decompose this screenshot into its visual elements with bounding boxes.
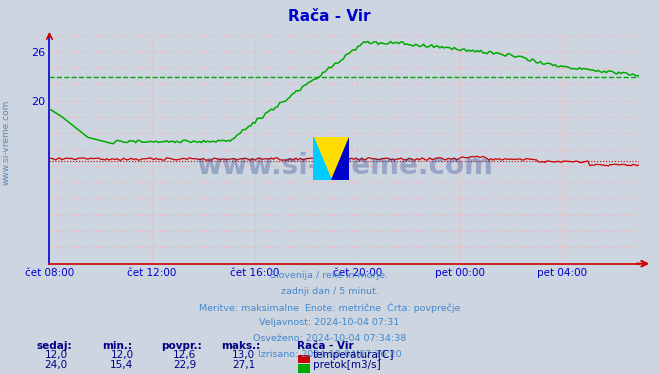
Polygon shape: [313, 137, 331, 180]
Text: Rača - Vir: Rača - Vir: [288, 9, 371, 24]
Text: 12,6: 12,6: [173, 350, 196, 360]
Text: www.si-vreme.com: www.si-vreme.com: [2, 99, 11, 185]
Text: 12,0: 12,0: [110, 350, 134, 360]
Text: pretok[m3/s]: pretok[m3/s]: [313, 360, 381, 370]
Text: Meritve: maksimalne  Enote: metrične  Črta: povprečje: Meritve: maksimalne Enote: metrične Črta…: [199, 303, 460, 313]
Text: Slovenija / reke in morje.: Slovenija / reke in morje.: [270, 271, 389, 280]
Text: 12,0: 12,0: [44, 350, 68, 360]
Text: 15,4: 15,4: [110, 360, 134, 370]
Text: min.:: min.:: [102, 341, 132, 350]
Text: maks.:: maks.:: [221, 341, 260, 350]
Text: Rača - Vir: Rača - Vir: [297, 341, 353, 350]
Text: 24,0: 24,0: [44, 360, 68, 370]
Text: sedaj:: sedaj:: [36, 341, 72, 350]
Text: povpr.:: povpr.:: [161, 341, 202, 350]
Polygon shape: [331, 137, 349, 180]
Text: temperatura[C]: temperatura[C]: [313, 350, 395, 360]
Text: Izrisano: 2024-10-04 07:36:20: Izrisano: 2024-10-04 07:36:20: [258, 350, 401, 359]
Text: Osveženo: 2024-10-04 07:34:38: Osveženo: 2024-10-04 07:34:38: [253, 334, 406, 343]
Text: www.si-vreme.com: www.si-vreme.com: [196, 151, 493, 180]
Text: Veljavnost: 2024-10-04 07:31: Veljavnost: 2024-10-04 07:31: [260, 318, 399, 327]
Text: 22,9: 22,9: [173, 360, 196, 370]
Text: zadnji dan / 5 minut.: zadnji dan / 5 minut.: [281, 287, 378, 296]
Text: 13,0: 13,0: [232, 350, 256, 360]
Text: 27,1: 27,1: [232, 360, 256, 370]
